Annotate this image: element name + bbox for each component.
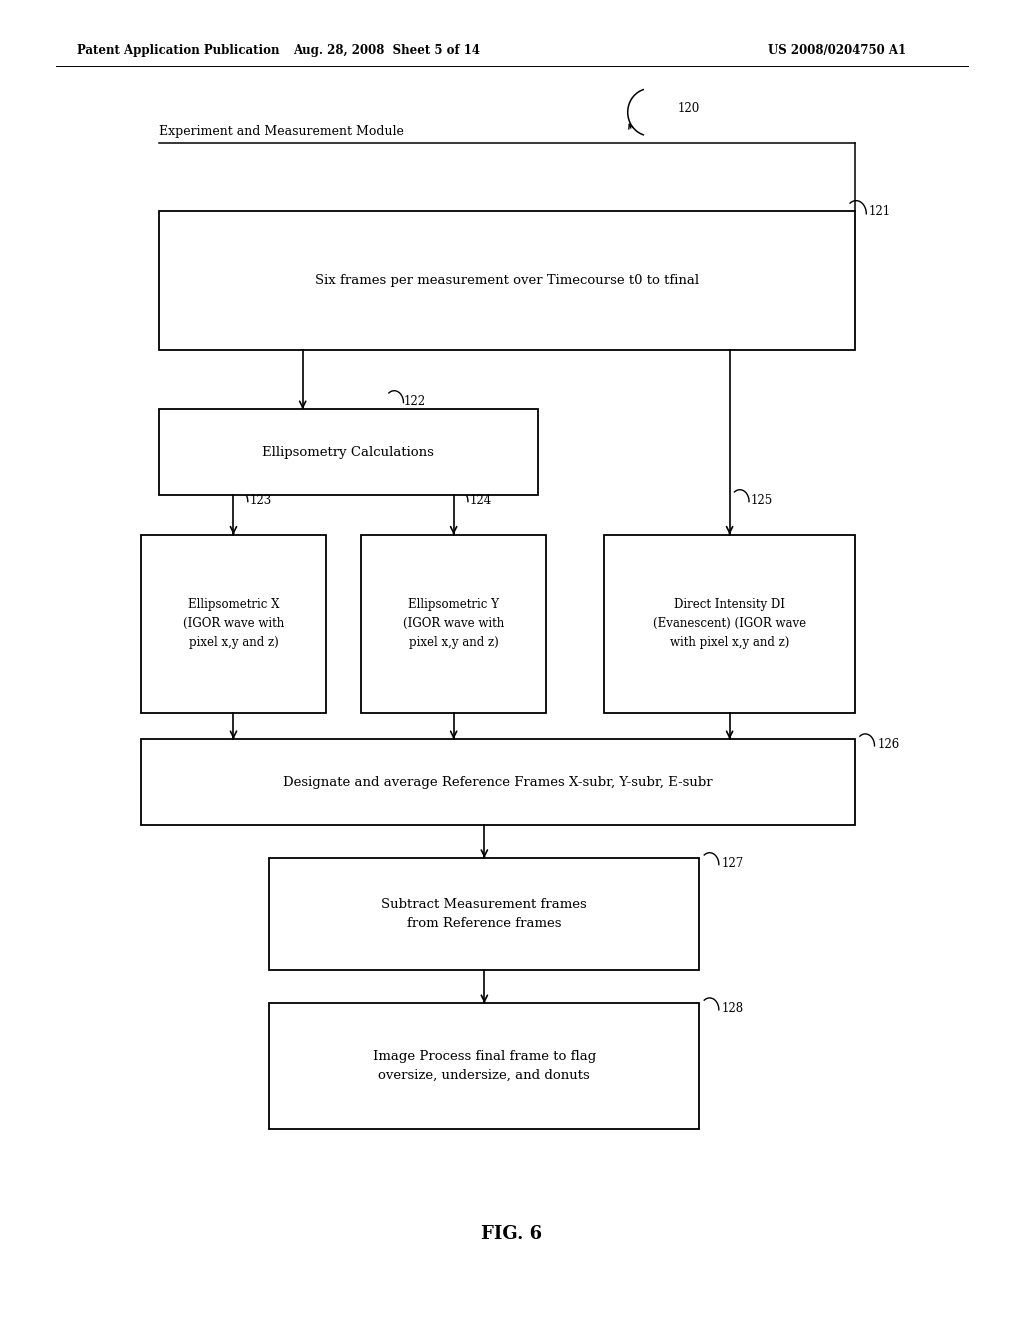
Bar <box>159 409 538 495</box>
Text: Experiment and Measurement Module: Experiment and Measurement Module <box>159 125 403 139</box>
Text: Patent Application Publication: Patent Application Publication <box>77 44 280 57</box>
Text: 122: 122 <box>403 395 426 408</box>
Text: Designate and average Reference Frames X-subr, Y-subr, E-subr: Designate and average Reference Frames X… <box>284 776 713 788</box>
Bar <box>269 858 699 970</box>
Text: 124: 124 <box>470 494 493 507</box>
Text: 127: 127 <box>722 857 744 870</box>
Text: Six frames per measurement over Timecourse t0 to tfinal: Six frames per measurement over Timecour… <box>314 275 699 286</box>
Bar <box>141 739 855 825</box>
Text: Direct Intensity DI
(Evanescent) (IGOR wave
with pixel x,y and z): Direct Intensity DI (Evanescent) (IGOR w… <box>653 598 806 649</box>
Text: 123: 123 <box>250 494 272 507</box>
Text: US 2008/0204750 A1: US 2008/0204750 A1 <box>768 44 906 57</box>
Text: 121: 121 <box>868 205 891 218</box>
Bar <box>361 535 546 713</box>
Text: 125: 125 <box>751 494 773 507</box>
Bar <box>141 535 326 713</box>
Text: 126: 126 <box>878 738 900 751</box>
Text: 128: 128 <box>722 1002 744 1015</box>
Text: Ellipsometric X
(IGOR wave with
pixel x,y and z): Ellipsometric X (IGOR wave with pixel x,… <box>183 598 284 649</box>
Bar <box>269 1003 699 1129</box>
Text: Ellipsometric Y
(IGOR wave with
pixel x,y and z): Ellipsometric Y (IGOR wave with pixel x,… <box>403 598 504 649</box>
Text: Aug. 28, 2008  Sheet 5 of 14: Aug. 28, 2008 Sheet 5 of 14 <box>294 44 480 57</box>
Text: Image Process final frame to flag
oversize, undersize, and donuts: Image Process final frame to flag oversi… <box>373 1049 596 1082</box>
Text: FIG. 6: FIG. 6 <box>481 1225 543 1243</box>
Bar <box>604 535 855 713</box>
Text: Ellipsometry Calculations: Ellipsometry Calculations <box>262 446 434 458</box>
Text: 120: 120 <box>678 102 700 115</box>
Text: Subtract Measurement frames
from Reference frames: Subtract Measurement frames from Referen… <box>382 898 587 931</box>
Bar <box>159 211 855 350</box>
